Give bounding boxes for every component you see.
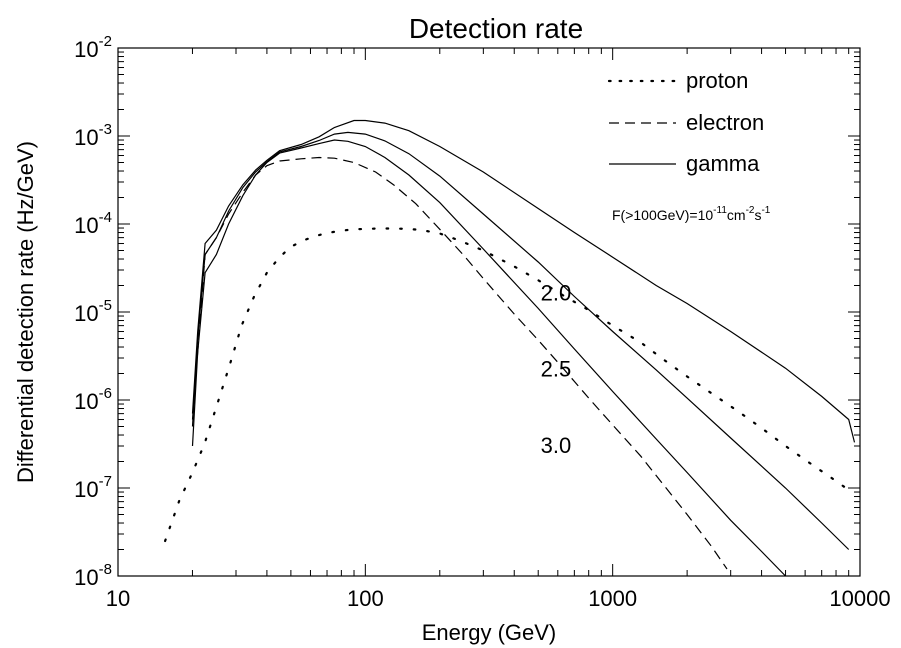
- y-tick-label: 10-3: [74, 121, 112, 150]
- y-tick-label: 10-7: [74, 473, 112, 502]
- legend-label-electron: electron: [686, 110, 764, 135]
- curve-label: 2.0: [541, 281, 572, 306]
- series-20-line: [191, 119, 856, 443]
- x-tick-label: 100: [347, 586, 384, 611]
- curve-label: 2.5: [541, 356, 572, 381]
- flux-annotation: F(>100GeV)=10-11cm-2s-1: [612, 205, 771, 223]
- series-25-line: [191, 131, 850, 550]
- y-tick-label: 10-6: [74, 385, 112, 414]
- legend-label-proton: proton: [686, 68, 748, 93]
- y-tick-label: 10-2: [74, 33, 112, 62]
- series-electron-line: [191, 156, 728, 570]
- x-tick-label: 1000: [588, 586, 637, 611]
- y-axis-label: Differential detection rate (Hz/GeV): [13, 141, 38, 483]
- y-tick-label: 10-4: [74, 209, 112, 238]
- x-tick-label: 10: [106, 586, 130, 611]
- x-axis-label: Energy (GeV): [422, 620, 557, 645]
- curve-label: 3.0: [541, 433, 572, 458]
- legend-label-gamma: gamma: [686, 151, 760, 176]
- series-30-line: [191, 139, 786, 577]
- y-tick-label: 10-5: [74, 297, 112, 326]
- data-curves: [164, 119, 856, 577]
- legend: proton electron gamma: [607, 68, 764, 176]
- y-tick-label: 10-8: [74, 561, 112, 590]
- curve-labels: 2.0 2.5 3.0: [541, 281, 572, 458]
- axis-ticks: [117, 47, 861, 577]
- chart-title: Detection rate: [409, 13, 583, 44]
- y-tick-labels: 10-8 10-7 10-6 10-5 10-4 10-3 10-2: [74, 33, 112, 590]
- x-tick-labels: 10 100 1000 10000: [106, 586, 891, 611]
- x-tick-label: 10000: [829, 586, 890, 611]
